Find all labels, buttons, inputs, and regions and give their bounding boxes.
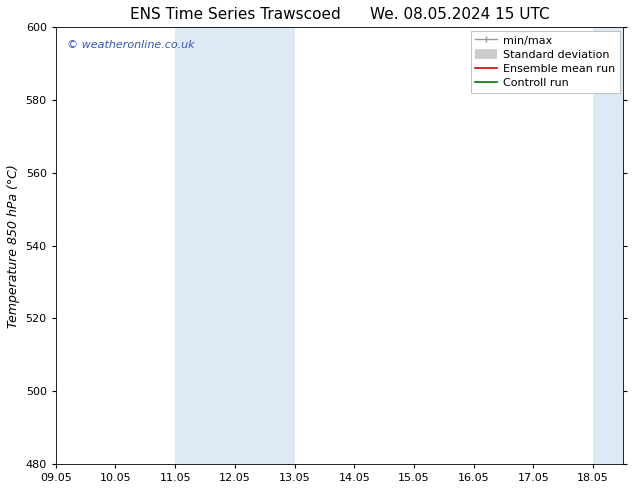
Bar — [593, 27, 623, 464]
Legend: min/max, Standard deviation, Ensemble mean run, Controll run: min/max, Standard deviation, Ensemble me… — [470, 30, 619, 93]
Text: © weatheronline.co.uk: © weatheronline.co.uk — [67, 40, 195, 50]
Y-axis label: Temperature 850 hPa (°C): Temperature 850 hPa (°C) — [7, 164, 20, 327]
Title: ENS Time Series Trawscoed      We. 08.05.2024 15 UTC: ENS Time Series Trawscoed We. 08.05.2024… — [129, 7, 549, 22]
Bar — [175, 27, 295, 464]
